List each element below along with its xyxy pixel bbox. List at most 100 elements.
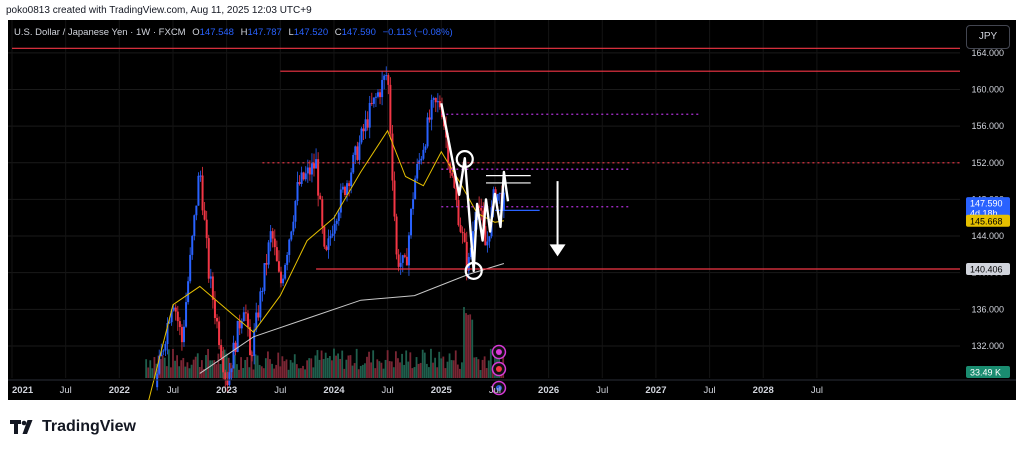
candle-body (412, 199, 415, 209)
candle-body (364, 119, 367, 132)
candle-body (346, 183, 349, 196)
volume-bar (353, 363, 356, 378)
pattern-zigzag (440, 103, 510, 273)
symbol-legend[interactable]: U.S. Dollar / Japanese Yen · 1W · FXCM O… (14, 27, 453, 38)
candle-body (348, 183, 351, 187)
candle-body (463, 233, 466, 242)
candle-body (383, 75, 386, 80)
volume-bars (145, 307, 505, 378)
volume-bar (277, 352, 280, 378)
candle-body (211, 276, 214, 300)
volume-bar (184, 366, 187, 378)
volume-bar (324, 352, 327, 378)
candle-body (496, 194, 499, 201)
time-tick-label: Jul (60, 385, 72, 396)
candle-body (230, 368, 233, 373)
candle-body (350, 172, 353, 187)
candle-body (424, 146, 427, 150)
candle-body (205, 219, 208, 239)
candle-body (471, 231, 474, 248)
volume-bar (487, 360, 490, 378)
currency-button[interactable]: JPY (966, 25, 1010, 49)
price-tick-label: 152.000 (971, 158, 1004, 168)
low-value: 147.520 (293, 27, 329, 38)
candle-body (304, 173, 307, 180)
volume-bar (306, 360, 309, 378)
volume-bar (310, 358, 313, 378)
candle-body (255, 312, 258, 330)
volume-bar (463, 307, 465, 378)
candle-body (480, 208, 483, 211)
candle-body (313, 163, 316, 169)
time-tick-label: Jul (382, 385, 394, 396)
volume-bar (300, 368, 302, 378)
price-tick-label: 132.000 (971, 341, 1004, 351)
candle-body (251, 355, 254, 357)
volume-bar (461, 362, 463, 378)
volume-bar (392, 367, 395, 378)
volume-bar (413, 367, 416, 378)
volume-bar (291, 362, 294, 378)
candle-body (341, 186, 344, 190)
volume-bar (192, 359, 195, 378)
candle-body (393, 180, 396, 217)
candle-body (288, 239, 291, 255)
volume-bar (254, 354, 257, 378)
volume-bar (489, 348, 492, 378)
volume-bar (427, 367, 430, 378)
candle-body (197, 175, 200, 206)
candle-body (478, 205, 481, 209)
candle-body (335, 220, 338, 224)
volume-bar (469, 314, 472, 378)
price-tick-label: 156.000 (971, 121, 1004, 131)
volume-bar (458, 368, 461, 378)
tradingview-logo[interactable]: TradingView (10, 416, 136, 438)
volume-bar (452, 360, 455, 378)
candle-body (438, 101, 441, 108)
candle-body (447, 137, 450, 164)
volume-bar (200, 360, 203, 378)
volume-bar (252, 369, 255, 378)
volume-bar (182, 357, 185, 378)
candle-body (158, 356, 161, 374)
candle-body (317, 159, 320, 196)
volume-bar (165, 366, 168, 378)
candle-body (399, 262, 402, 267)
candle-body (391, 133, 394, 181)
candle-body (180, 327, 183, 343)
candle-body (224, 372, 227, 380)
volume-bar (153, 357, 156, 378)
close-value: 147.590 (341, 27, 376, 38)
chart-frame[interactable]: 164.000160.000156.000152.000148.000144.0… (8, 20, 1016, 400)
candle-body (279, 271, 282, 284)
candle-body (432, 98, 435, 100)
volume-bar (271, 363, 273, 378)
candle-body (337, 212, 340, 221)
candle-body (253, 329, 256, 356)
grid-lines (8, 20, 960, 378)
volume-bar (295, 364, 298, 378)
volume-bar (314, 355, 317, 378)
time-tick-label: Jul (811, 385, 823, 396)
time-tick-label: Jul (167, 385, 179, 396)
candle-body (416, 163, 419, 179)
candle-body (298, 182, 301, 184)
candle-body (319, 195, 322, 200)
candle-body (333, 223, 336, 234)
candle-body (257, 312, 260, 318)
time-tick-label: 2026 (538, 385, 559, 396)
volume-bar (161, 355, 164, 378)
candle-body (453, 175, 456, 188)
volume-bar (170, 367, 172, 378)
price-chart[interactable]: 164.000160.000156.000152.000148.000144.0… (8, 20, 1016, 400)
volume-bar (227, 357, 230, 378)
candle-body (385, 75, 388, 77)
volume-bar (417, 363, 420, 378)
candle-body (216, 317, 219, 322)
volume-bar (361, 364, 364, 378)
pattern-circle (464, 261, 483, 280)
candle-body (366, 119, 369, 128)
candle-body (209, 276, 212, 279)
candle-body (168, 322, 171, 324)
candle-body (246, 313, 249, 327)
